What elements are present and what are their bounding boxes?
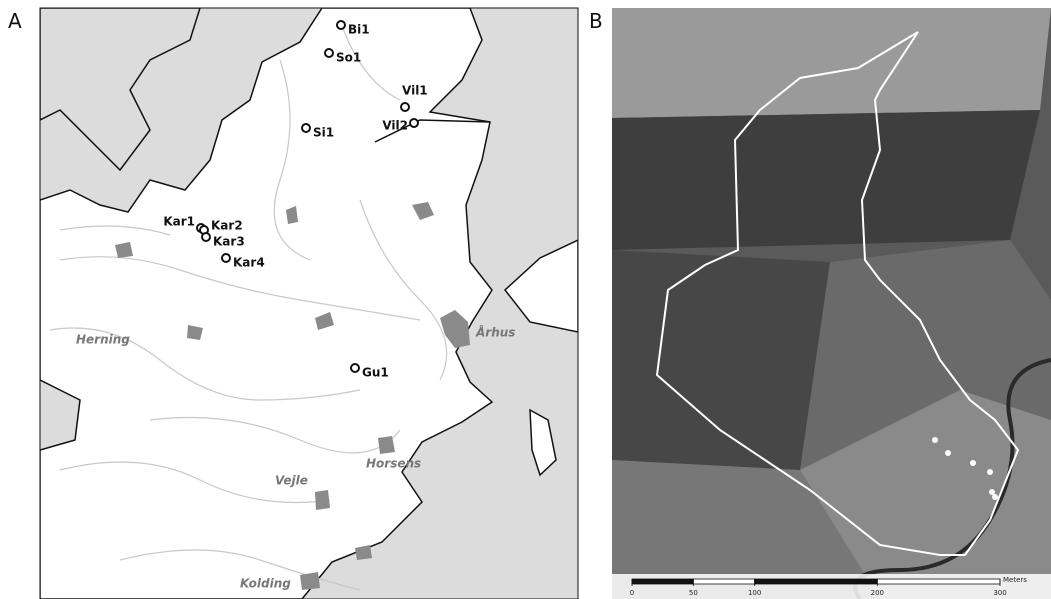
- site-marker: [351, 364, 359, 372]
- scale-segment: [877, 579, 1000, 584]
- city-label: Vejle: [275, 474, 308, 488]
- scale-label: 300: [993, 589, 1006, 597]
- field: [612, 250, 830, 470]
- aerial-photo: [612, 8, 1051, 599]
- city-label: Kolding: [240, 577, 291, 591]
- scale-unit: Meters: [1003, 576, 1027, 584]
- site-label: Bi1: [348, 23, 370, 37]
- site-label: Vil2: [382, 119, 408, 133]
- sample-point: [987, 469, 993, 475]
- sample-point: [932, 437, 938, 443]
- site-label: Kar3: [213, 235, 245, 249]
- scale-background: [612, 574, 1051, 599]
- scale-segment: [632, 579, 693, 584]
- scale-segment: [693, 579, 754, 584]
- site-label: So1: [336, 51, 361, 65]
- site-label: Kar2: [211, 219, 243, 233]
- sample-point: [989, 489, 995, 495]
- map-a: [40, 8, 578, 599]
- city-label: Herning: [76, 333, 130, 347]
- figure: A B: [0, 0, 1051, 599]
- site-label: Kar1: [163, 215, 195, 229]
- city-label: Horsens: [366, 457, 421, 471]
- scale-label: 100: [748, 589, 761, 597]
- panel-label: A: [8, 9, 22, 33]
- city-label: Århus: [475, 325, 515, 340]
- site-marker: [325, 49, 333, 57]
- field: [612, 110, 1040, 250]
- sample-point: [992, 494, 998, 500]
- site-label: Si1: [313, 126, 334, 140]
- scale-label: 200: [871, 589, 884, 597]
- site-marker: [302, 124, 310, 132]
- site-label: Gu1: [362, 366, 389, 380]
- scale-segment: [755, 579, 878, 584]
- panel-label: B: [589, 9, 603, 33]
- scale-label: 50: [689, 589, 698, 597]
- scale-label: 0: [630, 589, 634, 597]
- site-marker: [410, 119, 418, 127]
- site-marker: [222, 254, 230, 262]
- site-marker: [401, 103, 409, 111]
- site-marker: [337, 21, 345, 29]
- site-label: Vil1: [402, 84, 428, 98]
- site-marker: [202, 233, 210, 241]
- field: [612, 8, 1051, 118]
- sample-point: [970, 460, 976, 466]
- sample-point: [945, 450, 951, 456]
- site-label: Kar4: [233, 256, 265, 270]
